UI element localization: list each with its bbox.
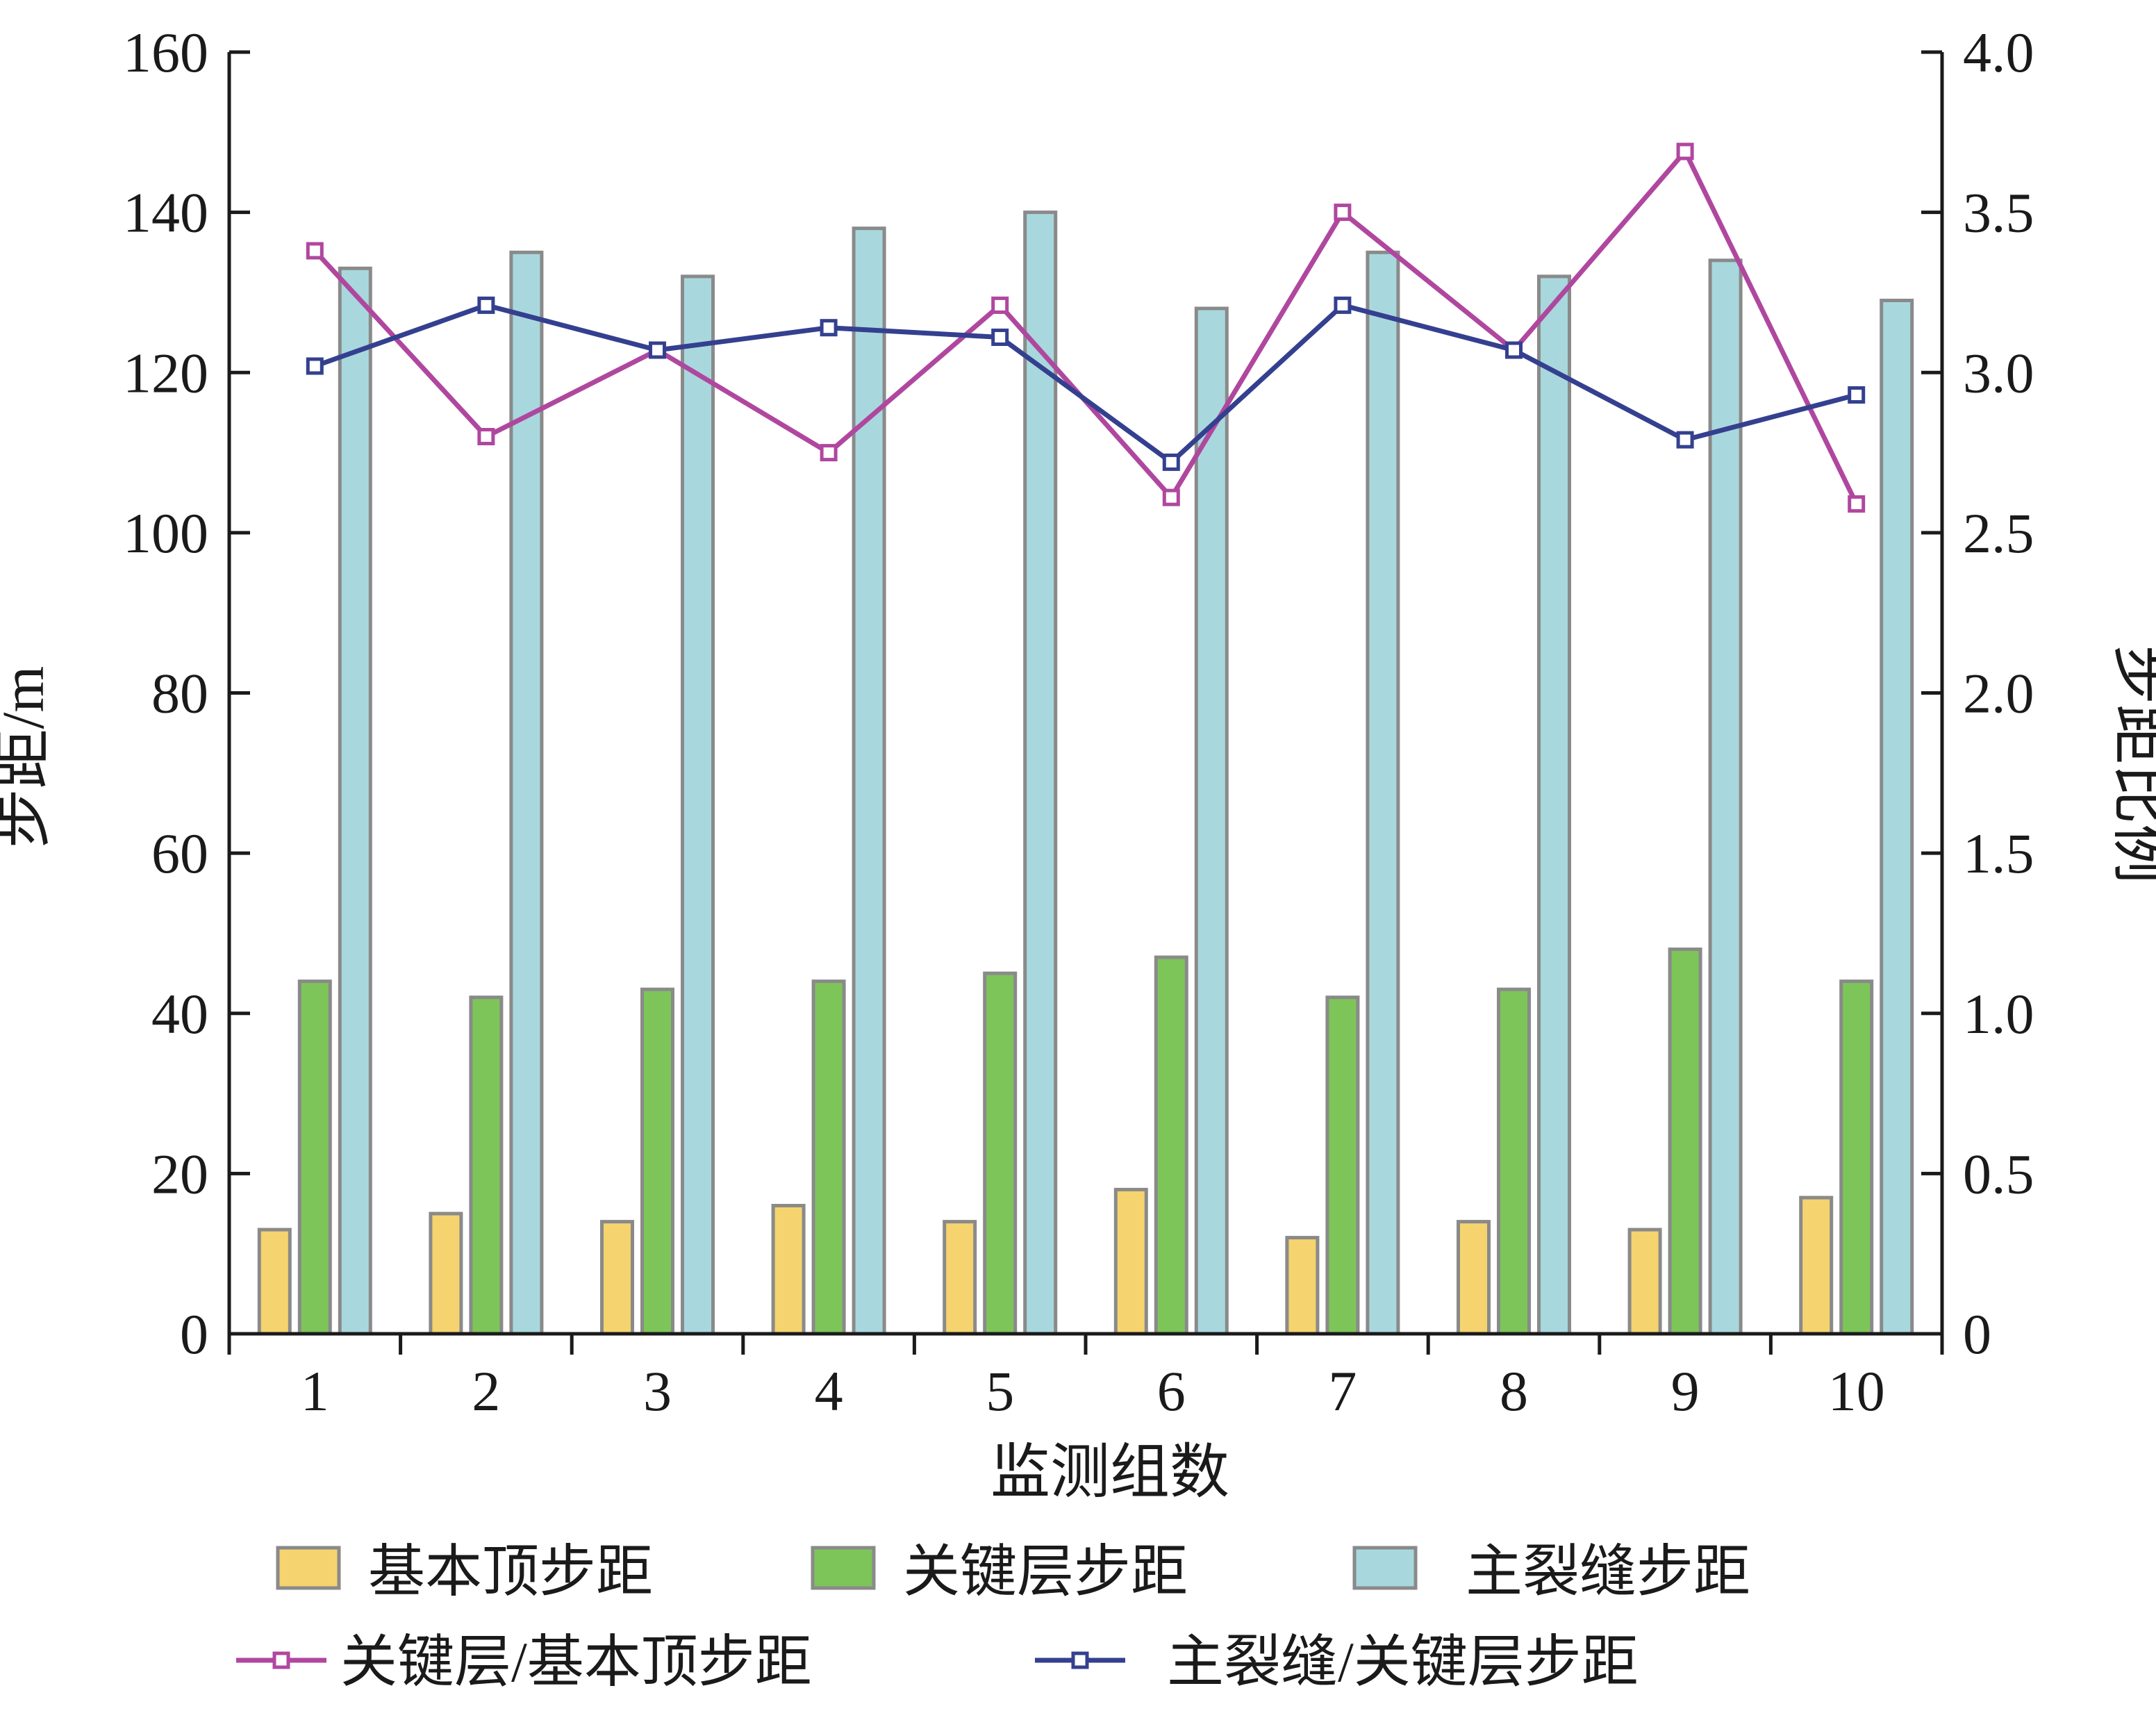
legend-label-bar3: 主裂缝步距 <box>1466 1540 1750 1603</box>
bar-series2-group2 <box>469 995 504 1336</box>
bar-series1-group3 <box>600 1220 634 1336</box>
bar-series3-group9 <box>1708 258 1743 1336</box>
bar-series2-group10 <box>1839 979 1874 1336</box>
bar-series3-group3 <box>681 274 715 1336</box>
bar-series2-group5 <box>983 971 1018 1336</box>
x-tick-label: 10 <box>1828 1359 1885 1423</box>
x-tick-label: 7 <box>1328 1359 1357 1423</box>
bar-series1-group9 <box>1627 1227 1662 1336</box>
y-tick-label: 60 <box>151 822 208 885</box>
bar-series3-group4 <box>852 226 886 1336</box>
legend-swatch-bar2 <box>811 1546 876 1590</box>
x-axis-title: 监测组数 <box>990 1439 1229 1505</box>
bar-series2-group4 <box>811 979 846 1336</box>
line-series1-point4 <box>820 444 838 462</box>
y2-tick-label: 2.5 <box>1963 502 2034 565</box>
bar-series3-group1 <box>338 266 372 1336</box>
x-tick-label: 3 <box>643 1359 672 1423</box>
line-series2-point7 <box>1334 296 1352 314</box>
y2-tick-label: 1.5 <box>1963 822 2034 885</box>
legend-marker-line2 <box>1071 1651 1089 1669</box>
legend-label-line1: 关键层/基本顶步距 <box>340 1630 812 1694</box>
line-series1-point7 <box>1334 204 1352 222</box>
y-axis-title: 步距/m <box>0 666 56 849</box>
legend-label-bar1: 基本顶步距 <box>368 1540 653 1603</box>
y-tick-label: 100 <box>123 502 208 565</box>
line-series2-point2 <box>477 296 495 314</box>
line-series1 <box>313 149 1859 505</box>
bar-series2-group7 <box>1325 995 1360 1336</box>
bar-series3-group6 <box>1194 306 1229 1336</box>
y-tick-label: 140 <box>123 181 208 245</box>
bar-series1-group6 <box>1113 1187 1148 1336</box>
line-series2-point6 <box>1162 453 1180 471</box>
legend-swatch-bar1 <box>276 1546 341 1590</box>
bar-series1-group8 <box>1457 1220 1491 1336</box>
plot-area <box>257 142 1914 1336</box>
bar-series2-group9 <box>1668 948 1702 1336</box>
line-series1-point5 <box>991 296 1009 314</box>
line-series1-point2 <box>477 428 495 445</box>
bar-series2-group1 <box>297 979 332 1336</box>
line-series2 <box>314 302 1857 465</box>
y2-tick-label: 0.5 <box>1963 1142 2034 1205</box>
bar-series3-group5 <box>1023 210 1058 1336</box>
bar-series2-group8 <box>1497 987 1531 1336</box>
legend-label-line2: 主裂缝/关键层步距 <box>1167 1630 1639 1694</box>
y2-tick-label: 2.0 <box>1963 662 2034 725</box>
line-series1-point10 <box>1848 495 1866 513</box>
bar-series2-group6 <box>1154 955 1188 1336</box>
x-tick-label: 6 <box>1157 1359 1186 1423</box>
axes: 步距/m 步距比例 监测组数 0 20 40 60 80 100 120 140 160 0 0.5… <box>0 21 2156 1505</box>
line-series2-point4 <box>820 319 838 337</box>
y2-tick-label: 3.5 <box>1963 181 2034 245</box>
x-tick-label: 1 <box>301 1359 329 1423</box>
x-tick-label: 2 <box>472 1359 500 1423</box>
legend-marker-line1 <box>272 1651 290 1669</box>
legend-label-bar2: 关键层步距 <box>903 1540 1188 1603</box>
y2-axis-title: 步距比例 <box>2107 645 2156 884</box>
bar-series2-group3 <box>640 987 674 1336</box>
line-series2-point3 <box>649 341 666 359</box>
bar-series3-group8 <box>1537 274 1571 1336</box>
y-tick-label: 0 <box>180 1303 208 1366</box>
y2-tick-label: 3.0 <box>1963 341 2034 404</box>
line-series1-point6 <box>1162 488 1180 506</box>
line-series1-point1 <box>306 242 324 260</box>
y-tick-label: 80 <box>151 662 208 725</box>
line-series2-point1 <box>306 357 324 375</box>
bar-series1-group4 <box>771 1204 806 1336</box>
line-series2-point9 <box>1676 431 1694 449</box>
y2-tick-label: 4.0 <box>1963 21 2034 84</box>
line-series1-point9 <box>1676 142 1694 160</box>
y2-tick-label: 0 <box>1963 1303 1991 1366</box>
line-series2-point8 <box>1505 341 1523 359</box>
y2-tick-label: 1.0 <box>1963 982 2034 1045</box>
bar-series1-group5 <box>943 1220 977 1336</box>
y-tick-label: 40 <box>151 982 208 1045</box>
legend-swatch-bar3 <box>1352 1546 1418 1590</box>
bar-series3-group10 <box>1880 299 1914 1336</box>
y-tick-label: 20 <box>151 1142 208 1205</box>
y-tick-label: 160 <box>123 21 208 84</box>
x-tick-label: 9 <box>1671 1359 1700 1423</box>
line-series2-point5 <box>991 329 1009 346</box>
x-tick-label: 5 <box>986 1359 1014 1423</box>
bar-series1-group2 <box>429 1212 463 1336</box>
bar-series1-group7 <box>1285 1236 1320 1336</box>
bar-series1-group1 <box>257 1227 292 1336</box>
line-series2-point10 <box>1848 386 1866 404</box>
bar-series3-group7 <box>1366 250 1400 1336</box>
x-tick-label: 4 <box>815 1359 843 1423</box>
bar-series1-group10 <box>1799 1196 1834 1336</box>
y-tick-label: 120 <box>123 341 208 404</box>
x-tick-label: 8 <box>1500 1359 1528 1423</box>
